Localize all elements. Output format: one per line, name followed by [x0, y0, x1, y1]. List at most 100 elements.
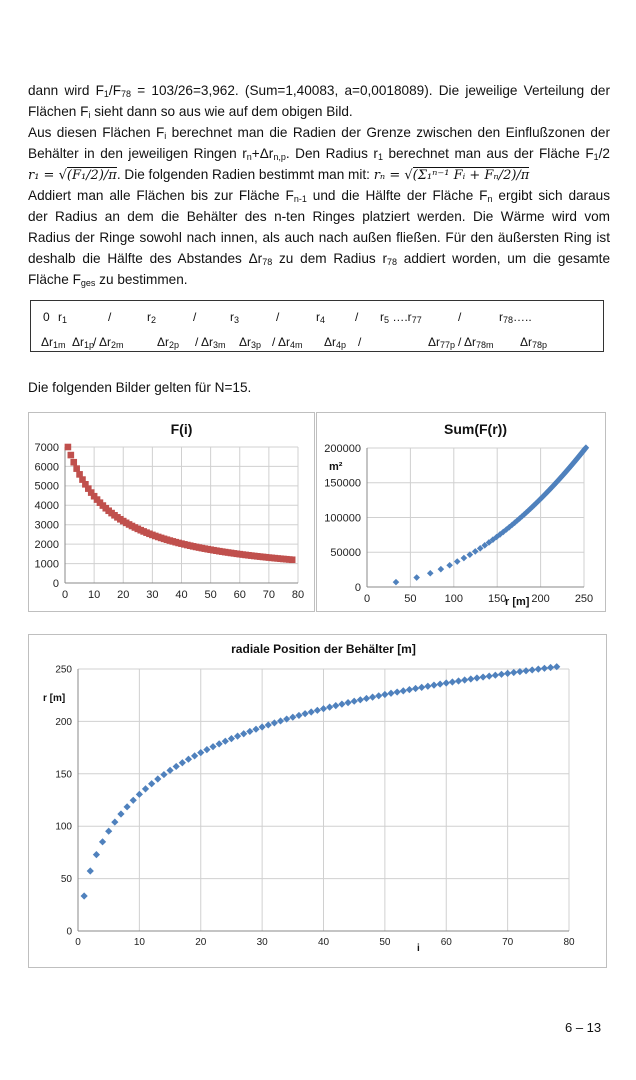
- text-run: Fläche F: [28, 272, 81, 287]
- chart-title: Sum(F(r)): [444, 421, 507, 437]
- data-point: [135, 790, 143, 798]
- x-tick-label: 250: [575, 593, 593, 605]
- y-tick-label: 0: [53, 578, 59, 590]
- text-line: der Radius an dem die Behälter des n-ten…: [28, 206, 610, 227]
- data-point: [258, 723, 266, 731]
- ring-label: /: [276, 310, 279, 324]
- x-tick-label: 150: [488, 593, 506, 605]
- text-run: r: [499, 310, 503, 324]
- ring-label: r5 ….r77: [380, 310, 422, 325]
- subscript: 78m: [476, 340, 494, 350]
- subscript: i: [88, 110, 91, 120]
- text-run: Δr: [324, 335, 337, 349]
- data-point: [476, 545, 484, 552]
- ring-label: / Δr78m: [458, 335, 494, 350]
- text-run: Δr: [520, 335, 533, 349]
- data-point: [479, 673, 487, 681]
- data-point: [442, 679, 450, 687]
- text-run: Flächen F: [28, 104, 89, 119]
- data-point: [105, 827, 113, 835]
- text-run: ….r: [389, 310, 412, 324]
- x-tick-label: 40: [175, 589, 187, 601]
- data-point: [540, 664, 549, 672]
- text-run: sieht dann so aus wie auf dem obigen Bil…: [90, 104, 353, 119]
- data-point: [471, 548, 479, 555]
- text-run: r: [380, 310, 384, 324]
- data-point: [87, 489, 95, 496]
- x-tick-label: 70: [263, 589, 275, 601]
- data-point: [362, 694, 371, 703]
- y-tick-label: 6000: [35, 461, 59, 473]
- text-run: / Δr: [458, 335, 477, 349]
- data-point: [582, 444, 590, 452]
- data-point: [461, 676, 469, 684]
- x-tick-label: 20: [195, 937, 207, 948]
- data-point: [67, 451, 75, 459]
- subscript: 77p: [440, 340, 456, 350]
- text-line: Radius der Ringe sowohl nach innen, als …: [28, 227, 610, 248]
- data-point: [82, 481, 89, 488]
- text-line: Fläche Fges zu bestimmen.: [28, 269, 610, 290]
- data-point: [453, 558, 461, 565]
- data-point: [313, 706, 321, 714]
- x-tick-label: 40: [318, 937, 330, 948]
- ring-label: /: [355, 310, 358, 324]
- data-point: [215, 740, 223, 748]
- subscript: n-1: [293, 194, 307, 204]
- ring-label: Δr77p: [428, 335, 456, 350]
- x-tick-label: 100: [445, 593, 463, 605]
- text-run: /: [358, 335, 362, 349]
- subscript: 78: [121, 89, 132, 99]
- text-run: /: [458, 310, 462, 324]
- data-point: [319, 705, 328, 713]
- text-run: /: [193, 310, 197, 324]
- text-line: deshalb die Hälfte des Abstandes Δr78 zu…: [28, 248, 610, 269]
- y-tick-label: 200: [55, 717, 72, 728]
- text-line: Aus diesen Flächen Fi berechnet man die …: [28, 122, 610, 143]
- ring-radius-box: 0 r1/r2/r3/r4/r5 ….r77/r78….. Δr1m Δr1p / Δr…: [30, 300, 604, 352]
- data-point: [123, 803, 131, 811]
- chart-sum: 0 50 100 150 200 250 0 50000 100000 150000 200000 S…: [324, 421, 593, 608]
- text-run: r: [58, 310, 62, 324]
- ring-label: /: [358, 335, 361, 349]
- ring-label: / Δr2m: [93, 335, 124, 350]
- text-run: zu bestimmen.: [95, 272, 188, 287]
- data-point: [332, 701, 340, 710]
- ring-label: r3: [230, 310, 239, 325]
- y-axis-label: r [m]: [43, 693, 65, 704]
- text-run: deshalb die Hälfte des Abstandes Δr: [28, 251, 263, 266]
- x-tick-label: 0: [62, 589, 68, 601]
- y-tick-label: 250: [55, 665, 72, 676]
- subscript: 1: [62, 315, 68, 325]
- text-run: /: [276, 310, 280, 324]
- subscript: 3m: [213, 340, 226, 350]
- ring-label: Δr1p: [72, 335, 94, 350]
- data-point: [411, 684, 420, 693]
- ring-label: r1: [58, 310, 68, 325]
- y-tick-label: 50: [61, 874, 73, 885]
- data-point: [454, 677, 463, 685]
- text-run: Aus diesen Flächen F: [28, 125, 165, 140]
- subscript: i: [164, 131, 167, 141]
- data-point: [184, 755, 193, 763]
- text-line: r₁ = √(F₁/2)/π. Die folgenden Radien bes…: [28, 164, 610, 185]
- data-point: [246, 727, 254, 736]
- text-run: /: [355, 310, 359, 324]
- x-tick-label: 30: [257, 937, 269, 948]
- ring-label: Δr4p: [324, 335, 346, 350]
- x-tick-label: 20: [117, 589, 129, 601]
- chart-fi: 0 10 20 30 40 50 60 70 80 0 1000 2000 3000 4000 5000 60…: [35, 421, 305, 601]
- formula: (F₁/2)/π: [66, 167, 117, 183]
- subscript: 1: [377, 152, 383, 162]
- data-point: [350, 697, 358, 705]
- page-number: 6 – 13: [565, 1020, 602, 1035]
- data-point: [381, 690, 389, 699]
- text-run: der Radius an dem die Behälter des n-ten…: [28, 209, 610, 224]
- ring-label: r2: [147, 310, 156, 325]
- data-point: [436, 680, 444, 688]
- ring-label: Δr3p: [239, 335, 261, 350]
- formula: rₙ = √: [373, 168, 413, 183]
- subscript: 4: [320, 315, 326, 325]
- ring-label: /: [108, 310, 111, 324]
- y-tick-label: 150000: [324, 478, 361, 490]
